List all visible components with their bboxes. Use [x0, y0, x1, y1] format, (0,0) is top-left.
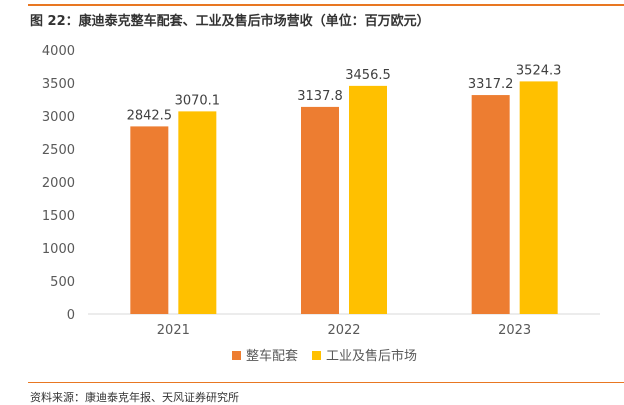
x-tick-label: 2022 [327, 323, 360, 338]
bar-series-1 [130, 126, 169, 315]
y-tick-label: 2500 [42, 143, 75, 158]
title-accent-line [28, 4, 624, 6]
bar-series-1 [471, 95, 510, 315]
legend-swatch [312, 351, 321, 360]
source-note: 资料来源：康迪泰克年报、天风证券研究所 [30, 391, 239, 404]
data-label: 2842.5 [127, 108, 173, 123]
data-label: 3524.3 [516, 63, 562, 78]
bar-series-2 [349, 85, 387, 314]
source-divider [28, 382, 624, 383]
x-tick-label: 2023 [498, 323, 531, 338]
y-tick-label: 2000 [42, 176, 75, 191]
y-tick-label: 1000 [42, 242, 75, 257]
y-tick-label: 1500 [42, 209, 75, 224]
y-tick-label: 0 [67, 308, 75, 323]
y-tick-label: 500 [50, 275, 75, 290]
bar-series-2 [519, 81, 558, 314]
data-label: 3456.5 [345, 68, 391, 83]
legend-label: 整车配套 [246, 348, 298, 364]
bar-series-2 [178, 111, 217, 314]
bar-series-1 [301, 106, 339, 314]
x-tick-label: 2021 [157, 323, 190, 338]
y-tick-label: 4000 [42, 44, 75, 59]
data-label: 3070.1 [175, 93, 221, 108]
legend-label: 工业及售后市场 [326, 348, 417, 364]
data-label: 3137.8 [297, 89, 343, 104]
figure-title: 图 22：康迪泰克整车配套、工业及售后市场营收（单位：百万欧元） [30, 14, 430, 29]
y-tick-label: 3500 [42, 77, 75, 92]
legend-swatch [232, 351, 241, 360]
y-tick-label: 3000 [42, 110, 75, 125]
data-label: 3317.2 [468, 77, 514, 92]
